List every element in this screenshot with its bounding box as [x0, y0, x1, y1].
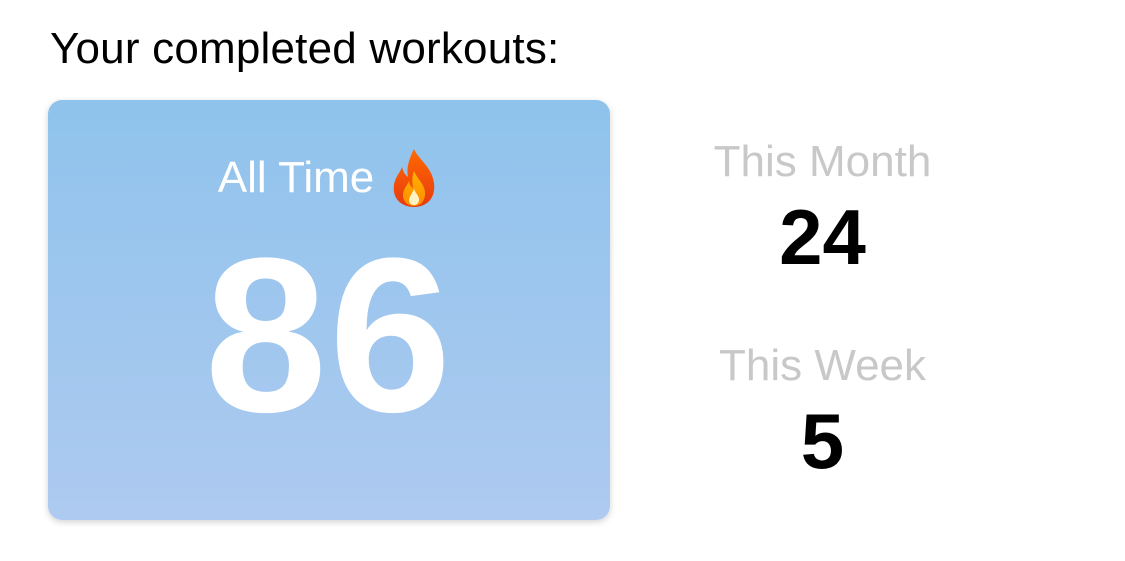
this-week-stat: This Week 5: [640, 341, 1005, 483]
this-month-stat: This Month 24: [640, 137, 1005, 279]
this-week-count: 5: [800, 397, 845, 485]
all-time-count: 86: [204, 212, 454, 458]
all-time-card: All Time 86: [48, 100, 610, 520]
page-title: Your completed workouts:: [50, 24, 560, 73]
this-month-count: 24: [779, 193, 866, 281]
this-week-label: This Week: [718, 341, 927, 390]
all-time-label-row: All Time: [48, 147, 610, 209]
flame-icon: [388, 147, 440, 209]
this-month-label: This Month: [713, 137, 932, 186]
all-time-label: All Time: [217, 153, 375, 202]
